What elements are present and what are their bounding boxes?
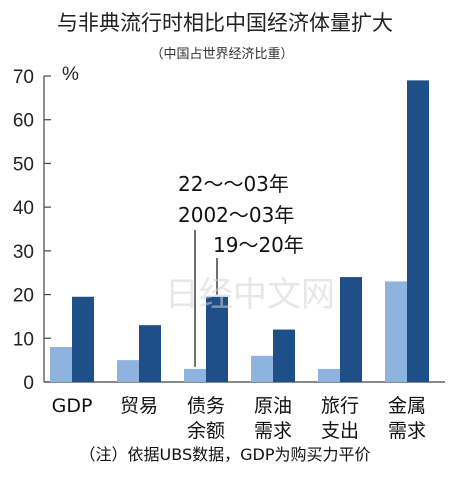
category-label: 债务 [187,395,225,417]
watermark-text: 日经中文网 [165,275,335,315]
category-label: 贸易 [120,395,158,417]
bar-2002-2 [184,368,206,382]
y-tick-label: 70 [13,67,34,88]
category-label: 支出 [321,420,359,442]
category-label: 金属 [388,395,426,417]
category-label: GDP [52,395,93,417]
bar-2019-2 [206,296,228,382]
footnote: （注）依据UBS数据，GDP为购买力平价 [80,445,371,464]
bar-2019-1 [139,325,161,382]
y-tick-label: 20 [13,286,34,307]
legend-label-2019: 19～20年 [213,233,304,257]
y-tick-label: 40 [13,198,34,219]
chart-subtitle: （中国占世界经济比重） [150,46,293,62]
legend-overlap-text: 22～～03年 [178,172,289,196]
category-label: 需求 [388,420,426,442]
y-tick-label: 0 [23,373,34,394]
bar-2002-5 [385,281,407,382]
y-tick-label: 60 [13,111,34,132]
category-label: 余额 [187,420,225,442]
bar-2019-4 [340,277,362,382]
bars-group [50,80,429,382]
bar-2002-0 [50,347,72,382]
y-tick-label: 30 [13,242,34,263]
category-label: 原油 [254,395,292,417]
bar-2019-3 [273,329,295,382]
y-tick-label: 10 [13,329,34,350]
bar-2019-0 [72,296,94,382]
bar-2002-4 [318,368,340,382]
category-label: 旅行 [321,395,359,417]
y-tick-label: 50 [13,154,34,175]
category-label: 需求 [254,420,292,442]
chart-title: 与非典流行时相比中国经济体量扩大 [57,11,393,35]
bar-2002-3 [251,355,273,382]
y-axis: 0 10 20 30 40 50 60 70 [13,67,445,394]
y-axis-unit: % [62,64,79,85]
legend-label-2002: 2002～03年 [178,203,294,227]
bar-2019-5 [407,80,429,382]
bar-2002-1 [117,360,139,382]
